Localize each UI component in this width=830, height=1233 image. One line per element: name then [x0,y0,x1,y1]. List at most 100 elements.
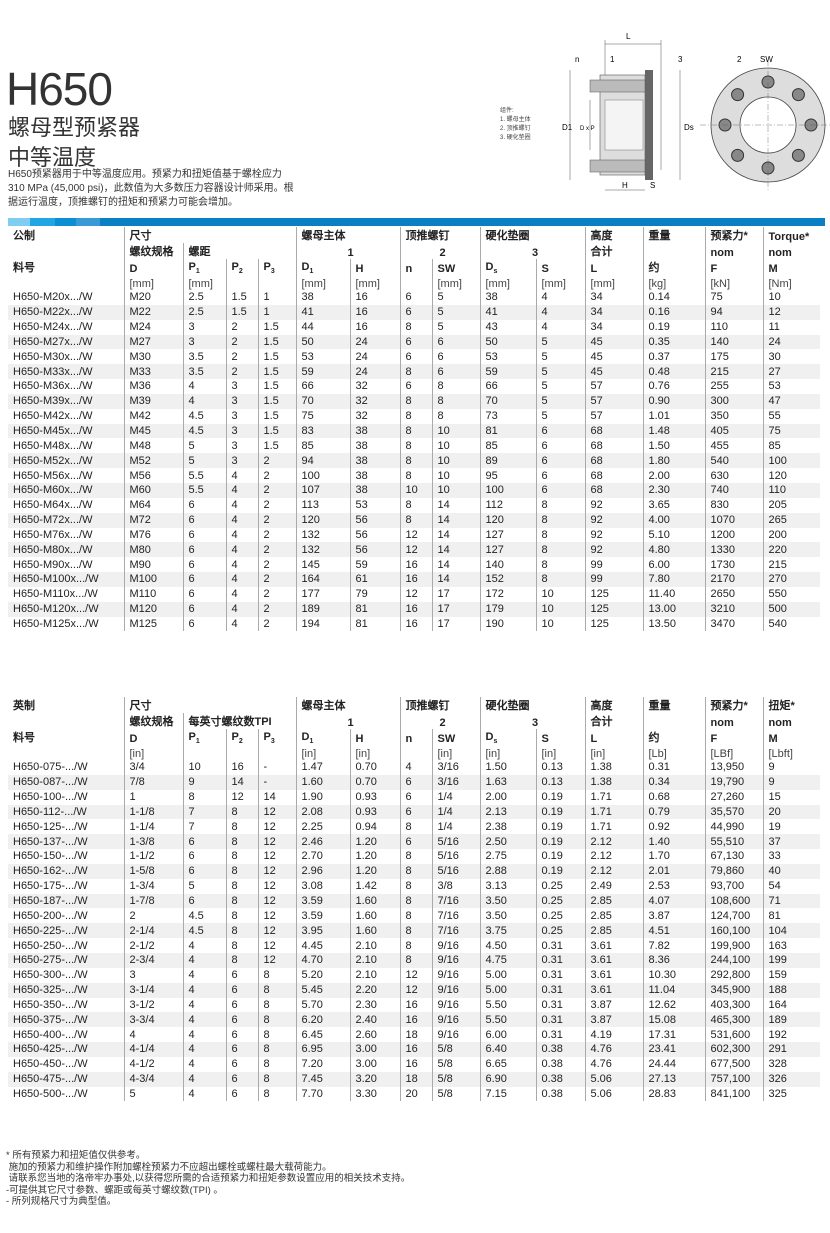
column-header: Ds [479,259,536,275]
table-cell: 10 [762,290,820,305]
table-cell: 0.19 [642,319,705,335]
table-cell: 1.60 [295,774,350,790]
table-row: H650-M72x.../W M72 6 4 2 120 56 8 14 120 8 92 4.00 10… [8,512,820,528]
table-cell: 3.00 [349,1056,400,1072]
column-header: 约 [642,259,705,275]
table-cell: 17.31 [642,1027,705,1043]
table-cell: 0.70 [349,760,400,775]
column-header: D1 [295,259,350,275]
column-header: 高度 [584,227,643,243]
table-cell: 45 [584,364,643,380]
table-cell: 5 [182,878,226,894]
table-cell: 4.50 [479,938,536,953]
table-cell: 3 [182,334,226,350]
table-cell: 244,100 [704,952,763,968]
table-cell: 540 [704,453,763,469]
table-cell: 8 [399,512,432,528]
table-cell: M48 [123,438,183,454]
table-cell: 45 [584,349,643,365]
table-cell: 6 [431,364,480,380]
column-header: D [123,729,183,745]
table-cell: 0.94 [349,819,400,835]
table-row: H650-150-.../W 1-1/2 6 8 12 2.70 1.20 8 5/16 2.75… [8,849,820,864]
table-cell: 190 [479,616,536,632]
part-number-cell: H650-200-.../W [13,909,88,922]
table-cell: 13,950 [704,760,763,775]
table-cell: 0.31 [535,982,585,998]
table-cell: 11.40 [642,586,705,602]
column-header: 高度 [584,697,643,713]
table-cell: 4.5 [182,923,226,939]
table-cell: 1.5 [257,349,296,365]
part-number-cell: H650-400-.../W [13,1028,88,1041]
table-cell: 4 [399,760,432,775]
unit-header: [mm] [479,275,536,290]
table-cell: 127 [479,527,536,543]
table-cell: 8 [399,923,432,939]
unit-header: [mm] [295,275,350,290]
table-cell: 10 [431,423,480,439]
table-cell: 3.87 [642,908,705,924]
column-header: 2 [399,243,480,259]
table-cell: 56 [349,527,400,543]
table-cell: 2 [257,542,296,558]
label-3: 3 [678,55,683,64]
table-cell: 6 [399,834,432,850]
table-cell: 4 [535,304,585,320]
column-header: nom [762,243,820,259]
table-cell: 5 [182,453,226,469]
column-header: 硬化垫圈 [479,227,585,243]
table-cell: 3 [225,408,258,424]
imperial-table: 英制 尺寸 螺母主体 顶推螺钉 硬化垫圈 高度 重量 预紧力* 扭矩* 螺纹规格 每英寸螺纹数TPI… [8,697,820,1102]
table-cell: 20 [762,804,820,820]
table-cell: 4.51 [642,923,705,939]
table-cell: 677,500 [704,1056,763,1072]
table-cell: 3 [123,967,183,983]
table-cell: 8 [257,1012,296,1028]
table-cell: 7.70 [295,1086,350,1102]
table-cell: 12 [399,967,432,983]
table-cell: 3.61 [584,982,643,998]
table-cell: 8 [257,1086,296,1102]
column-header: n [399,729,432,745]
table-cell: 265 [762,512,820,528]
table-cell: 94 [704,304,763,320]
table-cell: 53 [349,497,400,513]
table-cell: 1-7/8 [123,893,183,909]
table-cell: 56 [349,542,400,558]
table-cell: 6 [535,423,585,439]
table-cell: 18 [399,1071,432,1087]
table-cell: 38 [295,290,350,305]
table-cell: 2.40 [349,1012,400,1028]
table-cell: M22 [123,304,183,320]
table-row: H650-425-.../W 4-1/4 4 6 8 6.95 3.00 16 5/8 6.40 0… [8,1042,820,1057]
table-cell: 2.12 [584,863,643,879]
table-cell: 5 [182,438,226,454]
table-cell: 71 [762,893,820,909]
table-cell: 1330 [704,542,763,558]
table-cell: 38 [349,423,400,439]
table-cell: 28.83 [642,1086,705,1102]
table-cell: 10 [431,482,480,498]
table-cell: 1 [123,789,183,805]
column-header: D1 [295,729,350,745]
table-cell: 5.50 [479,997,536,1013]
table-cell: 12 [257,952,296,968]
table-cell: 2.85 [584,908,643,924]
part-number-cell: H650-M90x.../W [13,558,93,571]
table-cell: 2 [257,468,296,483]
table-cell: 9/16 [431,952,480,968]
table-cell: 10.30 [642,967,705,983]
table-cell: M100 [123,572,183,587]
table-cell: 6 [182,834,226,850]
part-number-cell: H650-500-.../W [13,1087,88,1100]
table-cell: 4.76 [584,1042,643,1057]
table-cell: 1.80 [642,453,705,469]
table-cell: 12 [399,586,432,602]
table-row: H650-225-.../W 2-1/4 4.5 8 12 3.95 1.60 8 7/16 3.… [8,923,820,939]
table-row: H650-112-.../W 1-1/8 7 8 12 2.08 0.93 6 1/4 2.13 0… [8,804,820,820]
table-cell: 0.48 [642,364,705,380]
table-cell: 1.5 [257,438,296,454]
table-cell: 53 [479,349,536,365]
table-cell: 1/4 [431,819,480,835]
